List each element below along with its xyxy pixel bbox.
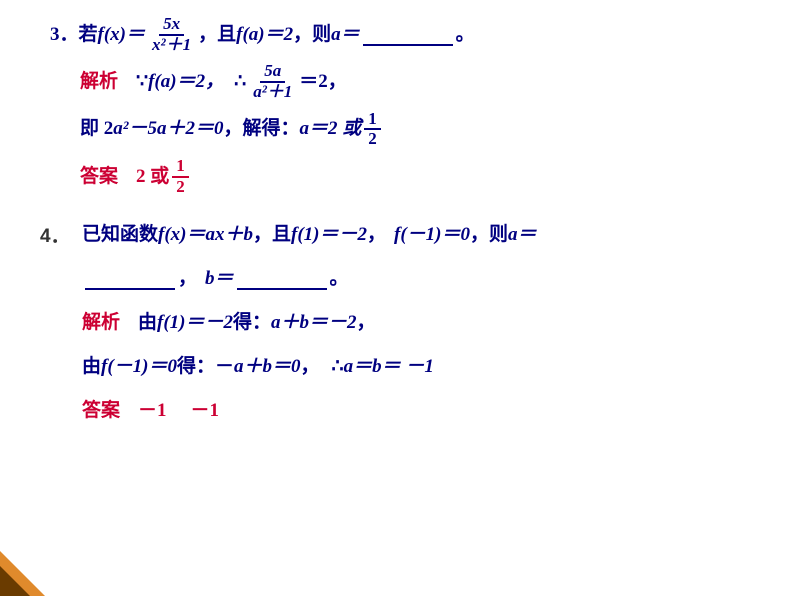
text: a＝2 或 [299,111,361,147]
text: 。 [456,17,475,53]
text: ， [367,217,386,253]
text: a＝ [331,17,360,53]
corner-decoration-inner [0,566,30,596]
q4-res-2: 由 f(－1)＝0 得：－ a＋b＝0 ， ∴ a＝b＝ －1 [50,349,754,385]
text: 若 [79,17,98,53]
q4-answer: 答案 －1 －1 [50,393,754,429]
text: ＝2， [299,64,347,100]
fraction: 1 2 [364,110,381,149]
therefore: ∴ [234,64,246,100]
q3-res-2: 即 2 a²－5a＋2＝0 ，解得： a＝2 或 1 2 [50,110,754,149]
text: f(x)＝ax＋b [158,217,253,253]
text: 由 [138,305,157,341]
blank [85,267,175,290]
text: ，解得： [223,111,299,147]
blank [237,267,327,290]
label-answer: 答案 [80,159,118,195]
text: f(a)＝2 [236,17,293,53]
text: ，且 [253,217,291,253]
text: ，且 [198,17,236,53]
q3-label: 3． [50,17,79,53]
label-resolution: 解析 [80,64,118,100]
q3-res-1: 解析 ∵ f(a)＝2， ∴ 5a a²＋1 ＝2， [50,62,754,101]
text: ， [178,261,197,297]
text: b＝ [205,261,234,297]
text: 得： [233,305,271,341]
text: ，则 [293,17,331,53]
text: 。 [330,261,349,297]
q4-label: 4． [40,219,70,255]
text: f(x)＝ [98,17,145,53]
text: 由 [82,349,101,385]
numerator: 1 [172,157,189,178]
document-content: 3． 若 f(x)＝ 5x x²＋1 ，且 f(a)＝2 ，则 a＝ 。 解析 … [0,0,794,429]
fraction: 5a a²＋1 [249,62,296,101]
text: ， [357,305,376,341]
text: f(1)＝－2 [291,217,367,253]
q4-stem-1: 4． 已知函数 f(x)＝ax＋b ，且 f(1)＝－2 ， f(－1)＝0 ，… [50,217,754,253]
text: f(1)＝－2 [157,305,233,341]
text: a＋b＝0 [234,349,301,385]
denominator: a²＋1 [249,83,296,102]
denominator: 2 [172,178,189,197]
numerator: 5x [159,15,184,36]
text: f(a)＝2， [148,64,224,100]
fraction: 5x x²＋1 [148,15,195,54]
q4-res-1: 解析 由 f(1)＝－2 得： a＋b＝－2 ， [50,305,754,341]
text: －1 [191,393,220,429]
text: f(－1)＝0 [101,349,177,385]
blank [363,23,453,46]
text: ，则 [470,217,508,253]
text: a²－5a＋2＝0 [113,111,223,147]
q3-stem: 3． 若 f(x)＝ 5x x²＋1 ，且 f(a)＝2 ，则 a＝ 。 [50,15,754,54]
q4-stem-2: ， b＝ 。 [50,261,754,297]
text: 得：－ [177,349,234,385]
text: a＝ [508,217,537,253]
text: ， [301,349,320,385]
because: ∵ [136,64,148,100]
text: 2 或 [136,159,169,195]
q3-answer: 答案 2 或 1 2 [50,157,754,196]
text: －1 [138,393,167,429]
text: 已知函数 [82,217,158,253]
label-resolution: 解析 [82,305,120,341]
numerator: 1 [364,110,381,131]
text: a＝b＝ －1 [344,349,434,385]
numerator: 5a [260,62,285,83]
text: a＋b＝－2 [271,305,357,341]
denominator: 2 [364,130,381,149]
text: 即 2 [80,111,113,147]
fraction: 1 2 [172,157,189,196]
label-answer: 答案 [82,393,120,429]
text: f(－1)＝0 [394,217,470,253]
therefore: ∴ [332,349,344,385]
denominator: x²＋1 [148,36,195,55]
